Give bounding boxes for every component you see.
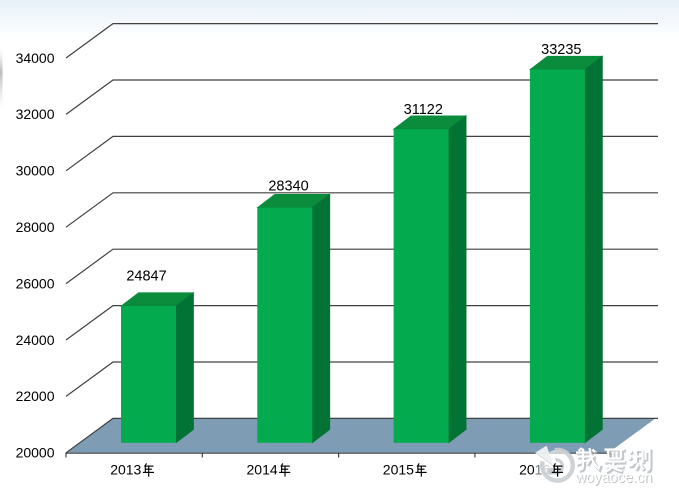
svg-text:2014: 2014 — [247, 462, 278, 478]
svg-text:2013: 2013 — [110, 462, 141, 478]
svg-text:woyaoce.cn: woyaoce.cn — [576, 471, 654, 487]
svg-text:26000: 26000 — [16, 275, 55, 291]
svg-text:2015: 2015 — [383, 462, 414, 478]
svg-text:woyaoce.cn: woyaoce.cn — [575, 470, 653, 486]
svg-text:28340: 28340 — [268, 178, 308, 194]
svg-text:28000: 28000 — [16, 219, 55, 235]
svg-text:34000: 34000 — [16, 50, 55, 66]
svg-text:24847: 24847 — [126, 268, 166, 284]
svg-text:20000: 20000 — [16, 445, 55, 461]
svg-text:33235: 33235 — [541, 42, 581, 58]
svg-text:31122: 31122 — [404, 102, 443, 118]
svg-text:32000: 32000 — [16, 106, 55, 122]
svg-text:30000: 30000 — [16, 163, 55, 179]
svg-text:24000: 24000 — [16, 332, 55, 348]
svg-text:22000: 22000 — [16, 388, 55, 404]
